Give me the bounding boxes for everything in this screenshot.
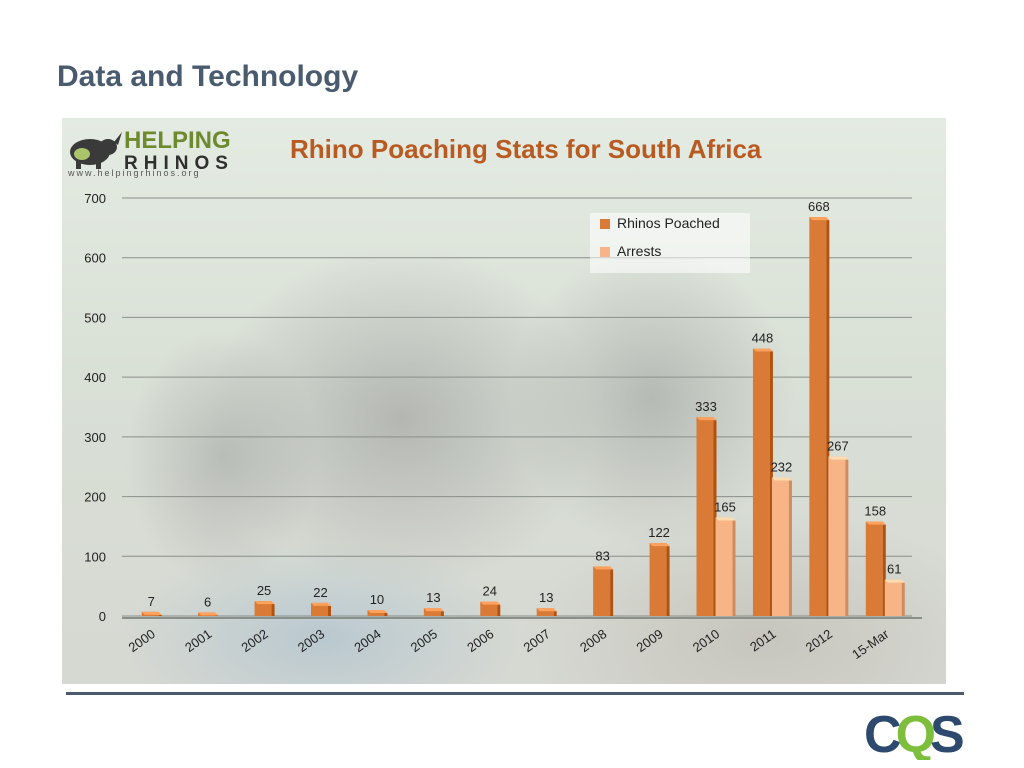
data-label-arrests: 267 [827, 439, 849, 454]
helping-text: HELPING [124, 127, 231, 154]
data-label-poached: 83 [595, 548, 609, 563]
data-label-poached: 25 [257, 583, 271, 598]
data-label-poached: 13 [539, 590, 553, 605]
x-tick-label: 2004 [351, 626, 383, 655]
legend-box [590, 213, 750, 273]
data-label-poached: 13 [426, 590, 440, 605]
legend-swatch [600, 219, 610, 229]
x-tick-label: 2010 [690, 626, 722, 655]
x-tick-label: 2005 [408, 626, 440, 655]
bar-arrests [884, 579, 905, 616]
bar-poached [696, 417, 717, 616]
bar-arrests [715, 517, 736, 616]
bar-poached [809, 217, 830, 616]
bar-poached [198, 612, 219, 616]
data-label-poached: 333 [695, 399, 717, 414]
bar-poached [649, 543, 670, 616]
y-tick-label: 100 [84, 549, 106, 564]
bar-poached [367, 610, 388, 616]
y-tick-label: 600 [84, 251, 106, 266]
data-labels-layer: 7 6 25 22 10 13 24 13 83 122 333 165 448 232 668 267 158… [148, 199, 902, 609]
data-label-poached: 10 [370, 592, 384, 607]
data-label-poached: 24 [483, 584, 497, 599]
bar-arrests [828, 456, 849, 616]
x-tick-label: 2009 [633, 626, 665, 655]
chart-panel: HELPING RHINOS www.helpingrhinos.org Rhi… [62, 118, 946, 684]
y-tick-label: 0 [99, 609, 106, 624]
x-tick-label: 2003 [295, 626, 327, 655]
slide-title: Data and Technology [57, 60, 359, 93]
x-tick-label: 2006 [464, 626, 496, 655]
data-label-poached: 7 [148, 594, 155, 609]
footer-divider [66, 692, 964, 695]
legend-swatch [600, 247, 610, 257]
data-label-poached: 22 [313, 585, 327, 600]
x-tick-label: 2008 [577, 626, 609, 655]
x-tick-label: 2000 [126, 626, 158, 655]
data-label-poached: 122 [648, 525, 670, 540]
y-tick-label: 700 [84, 191, 106, 206]
data-label-arrests: 61 [887, 562, 901, 577]
x-tick-label: 15-Mar [849, 626, 892, 662]
bar-poached [254, 601, 275, 616]
data-label-poached: 668 [808, 199, 830, 214]
data-label-arrests: 165 [714, 499, 736, 514]
chart-legend: Rhinos Poached Arrests [590, 213, 750, 273]
bar-poached [593, 566, 614, 616]
chart-title: Rhino Poaching Stats for South Africa [290, 134, 762, 164]
bar-poached [865, 521, 886, 616]
x-tick-label: 2002 [238, 626, 270, 655]
data-label-poached: 448 [752, 330, 774, 345]
bar-poached [752, 348, 773, 616]
y-tick-label: 200 [84, 490, 106, 505]
bar-poached [536, 608, 557, 616]
data-label-arrests: 232 [771, 459, 793, 474]
y-axis-ticks: 0 100 200 300 400 500 600 700 [84, 191, 106, 624]
rhinos-text: RHINOS [124, 153, 234, 174]
poaching-bar-chart: HELPING RHINOS www.helpingrhinos.org Rhi… [67, 127, 922, 662]
bar-arrests [771, 477, 792, 616]
cqs-logo: CQS [864, 706, 969, 760]
bar-poached [480, 601, 501, 616]
x-tick-label: 2007 [521, 626, 553, 655]
data-label-poached: 6 [204, 594, 211, 609]
bar-poached [141, 611, 162, 616]
y-tick-label: 300 [84, 430, 106, 445]
rhino-logo-icon [70, 132, 122, 169]
website-url: www.helpingrhinos.org [67, 168, 201, 178]
legend-label: Arrests [617, 243, 661, 259]
bar-poached [423, 608, 444, 616]
helping-rhinos-logo: HELPING RHINOS www.helpingrhinos.org [67, 127, 234, 178]
cqs-logo-text: CQS [864, 706, 963, 760]
y-tick-label: 400 [84, 370, 106, 385]
y-tick-label: 500 [84, 310, 106, 325]
legend-label: Rhinos Poached [617, 215, 720, 231]
x-tick-label: 2012 [803, 626, 835, 655]
x-tick-label: 2001 [182, 626, 214, 655]
x-axis-ticks: 2000 2001 2002 2003 2004 2005 2006 2007 2008 2009… [126, 626, 892, 662]
bars-layer [141, 217, 905, 616]
data-label-poached: 158 [864, 504, 886, 519]
bar-poached [311, 602, 331, 616]
grid-layer [122, 197, 922, 619]
x-tick-label: 2011 [747, 626, 779, 654]
